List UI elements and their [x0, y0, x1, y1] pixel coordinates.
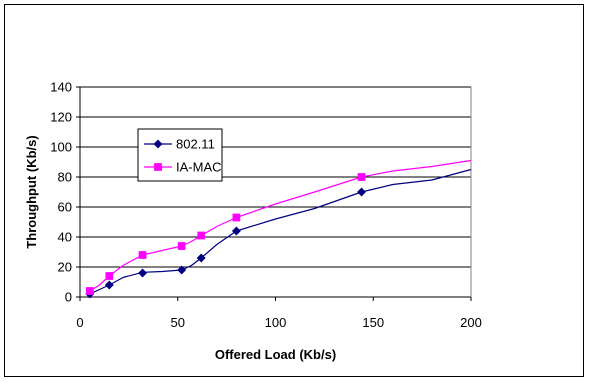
data-point-802-11-1: [104, 280, 114, 290]
data-point-802-11-6: [356, 187, 367, 197]
x-tick-label-100: 100: [265, 315, 287, 330]
x-tick-label-0: 0: [76, 315, 83, 330]
legend-marker-ia-mac: [154, 163, 162, 171]
data-point-ia-mac-5: [232, 213, 241, 222]
legend-label-802-11: 802.11: [176, 137, 215, 152]
x-tick-label-200: 200: [460, 315, 482, 330]
y-tick-label-0: 0: [65, 290, 72, 305]
data-point-802-11-3: [177, 265, 187, 275]
legend-label-ia-mac: IA-MAC: [176, 160, 222, 175]
y-tick-label-40: 40: [58, 230, 72, 245]
y-axis-title: Throughput (Kb/s): [24, 135, 39, 248]
legend-marker-802-11: [153, 139, 163, 149]
x-tick-label-50: 50: [171, 315, 185, 330]
x-tick-label-150: 150: [362, 315, 384, 330]
data-point-ia-mac-0: [85, 287, 94, 295]
x-axis-title: Offered Load (Kb/s): [215, 347, 336, 362]
data-point-802-11-4: [196, 253, 206, 263]
legend-box: [137, 128, 223, 182]
y-tick-label-140: 140: [50, 80, 72, 95]
data-point-ia-mac-1: [105, 272, 114, 280]
y-tick-label-80: 80: [58, 170, 72, 185]
y-tick-label-120: 120: [50, 110, 72, 125]
data-point-ia-mac-3: [177, 242, 186, 250]
y-tick-label-100: 100: [50, 140, 72, 155]
y-tick-label-60: 60: [58, 200, 72, 215]
data-point-ia-mac-6: [357, 173, 366, 181]
data-point-802-11-2: [138, 268, 148, 278]
y-tick-label-20: 20: [58, 260, 72, 275]
chart-frame: [4, 4, 584, 377]
data-point-802-11-5: [231, 226, 241, 236]
series-line-802-11: [89, 168, 472, 295]
data-point-ia-mac-4: [197, 231, 206, 240]
data-point-ia-mac-2: [138, 251, 147, 259]
